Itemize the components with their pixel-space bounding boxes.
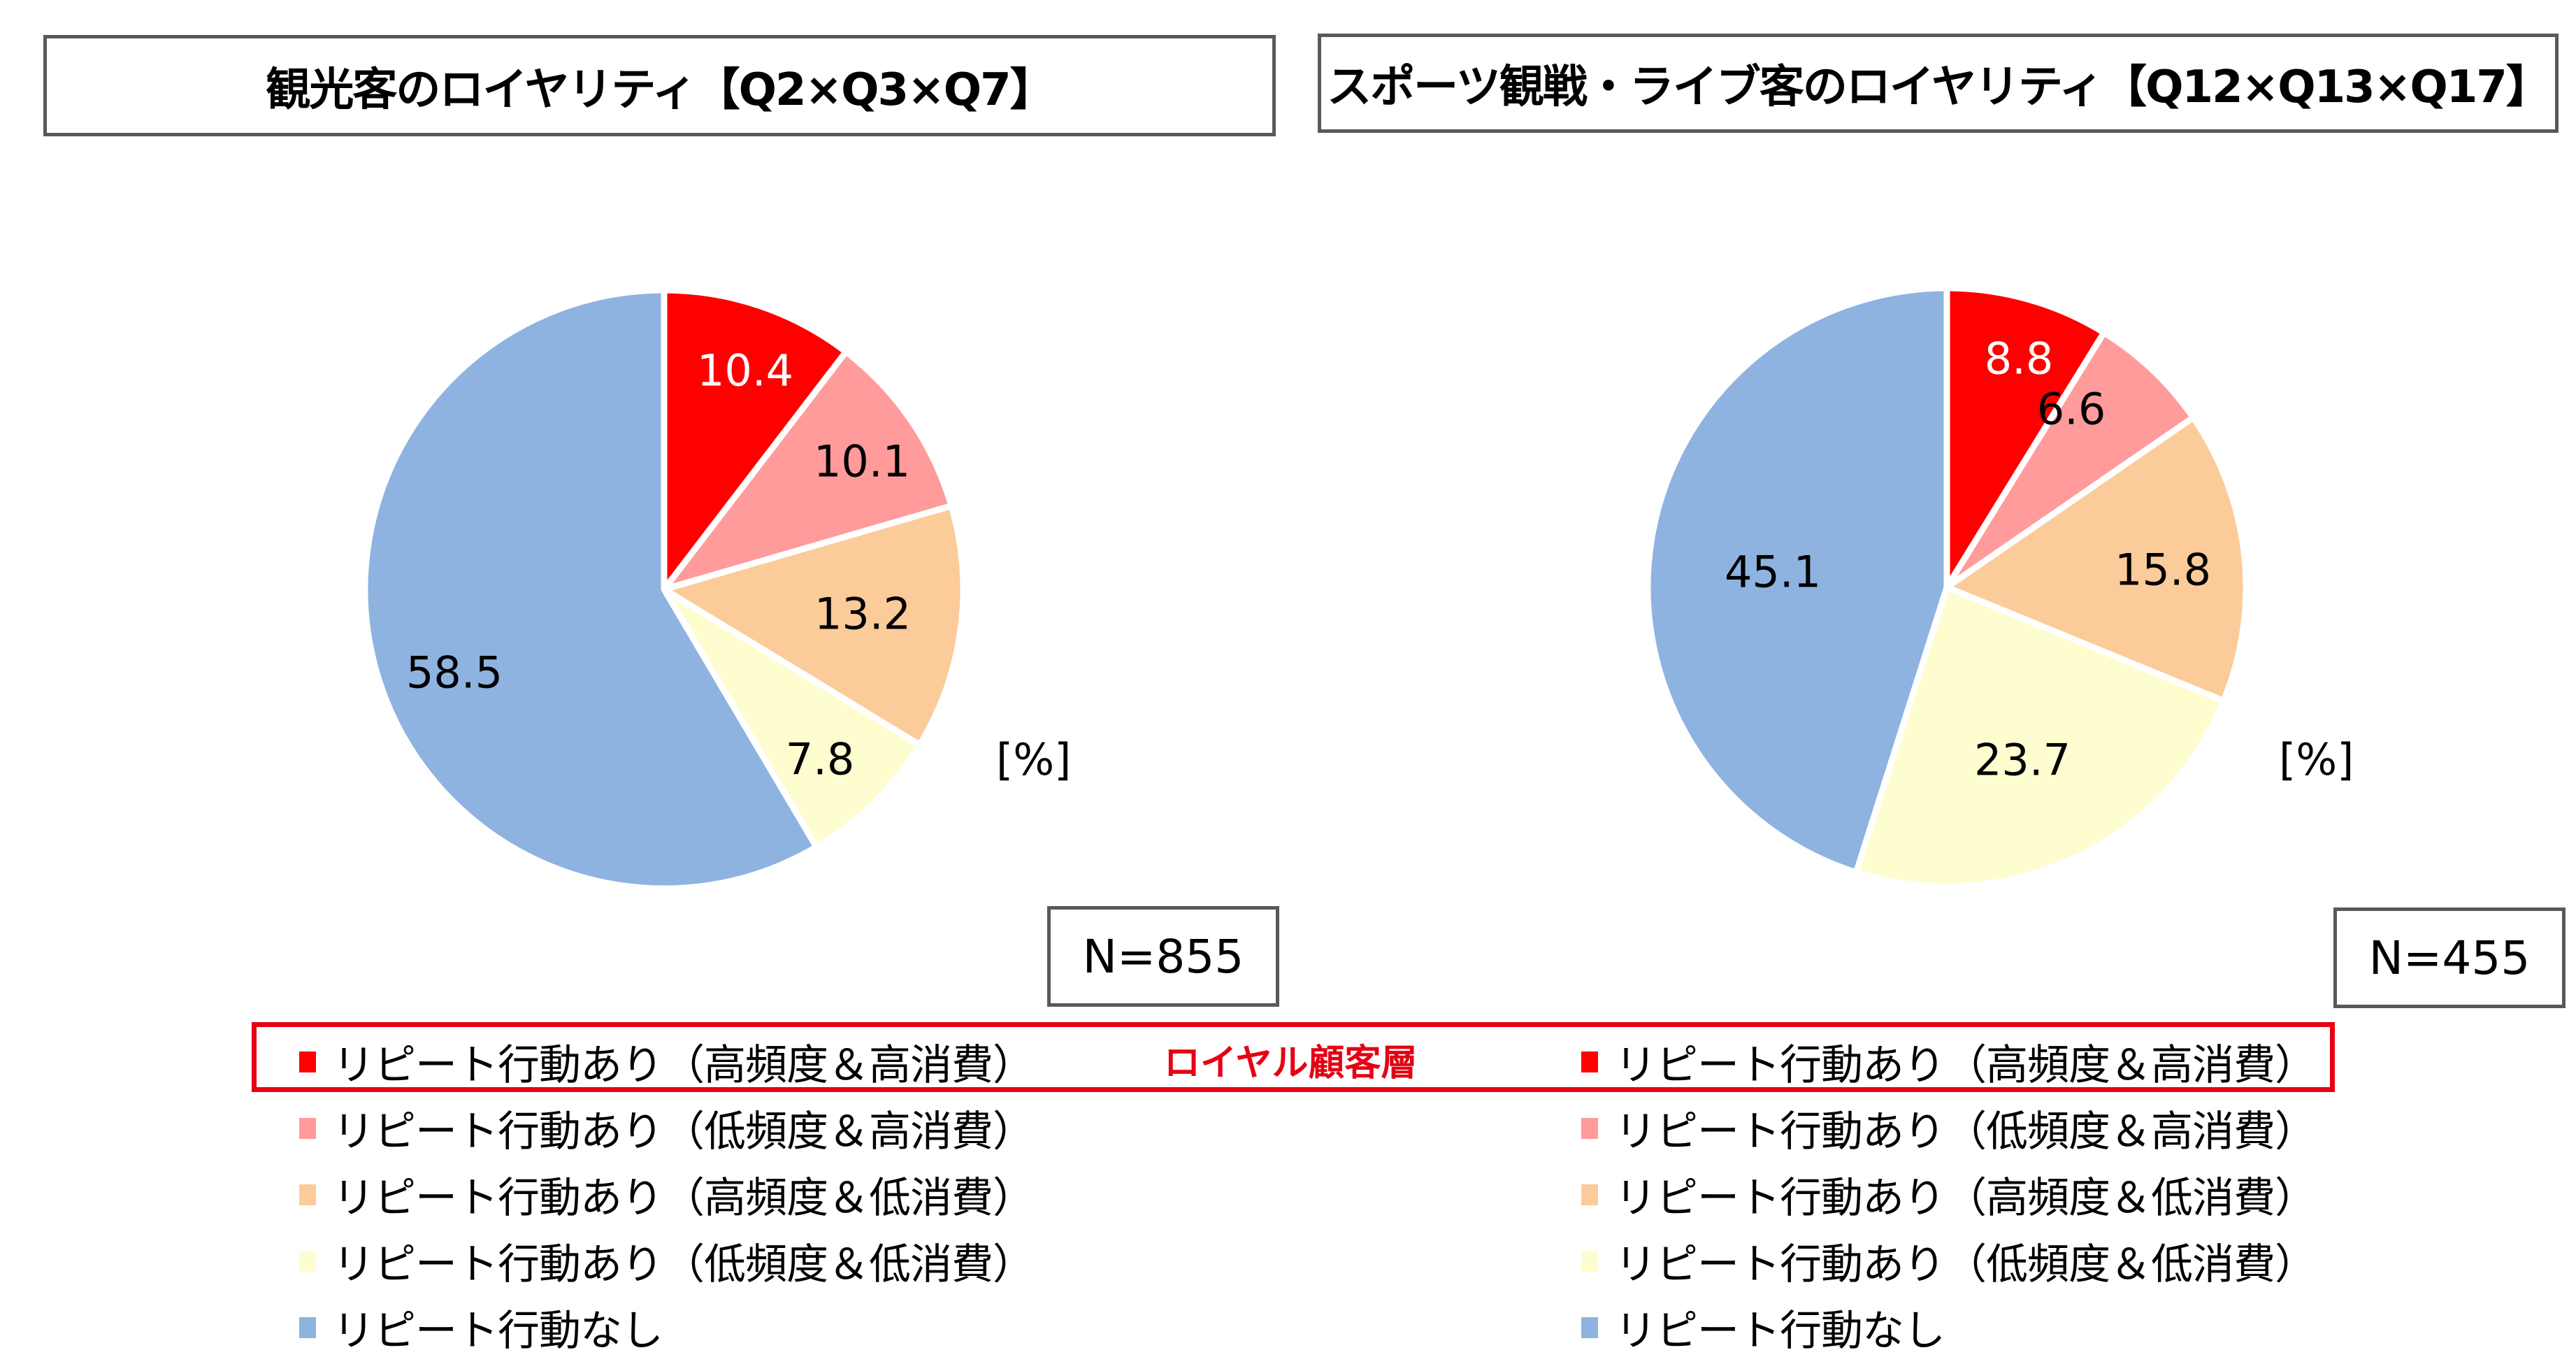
sample-size-text: N=855: [1082, 929, 1244, 984]
legend-swatch-icon: [299, 1250, 316, 1272]
slice-label: 7.8: [785, 733, 855, 785]
chart-title-text: 観光客のロイヤリティ【Q2×Q3×Q7】: [266, 64, 1054, 116]
slice-label: 15.8: [2114, 544, 2212, 596]
pie-slice: [661, 287, 849, 593]
legend-item: リピート行動あり（低頻度＆低消費）: [1581, 1230, 2317, 1291]
legend-label: リピート行動あり（高頻度＆低消費）: [1615, 1174, 2317, 1223]
unit-label: [%]: [2279, 734, 2354, 785]
pie-slice: [1943, 285, 2108, 591]
loyal-segment-label: ロイヤル顧客層: [1164, 1042, 1418, 1084]
pie-slice: [361, 287, 820, 892]
pie-chart-sports-live: [1644, 285, 2250, 890]
slice-label: 58.5: [405, 647, 503, 698]
legend-item: リピート行動あり（低頻度＆低消費）: [299, 1230, 1035, 1291]
legend-label: リピート行動あり（高頻度＆高消費）: [333, 1041, 1035, 1090]
legend-swatch-icon: [299, 1184, 316, 1205]
legend-swatch-icon: [1581, 1117, 1598, 1139]
legend-item: リピート行動あり（低頻度＆高消費）: [299, 1098, 1035, 1158]
sample-size-text: N=455: [2368, 931, 2531, 985]
loyal-segment-highlight: [252, 1022, 2335, 1092]
legend-swatch-icon: [299, 1316, 316, 1338]
legend-label: リピート行動なし: [1615, 1307, 1945, 1356]
legend-swatch-icon: [299, 1051, 316, 1072]
pie-slice: [1852, 584, 2227, 890]
legend-label: リピート行動あり（高頻度＆高消費）: [1615, 1041, 2317, 1090]
slice-label: 13.2: [814, 588, 912, 640]
slice-label: 45.1: [1724, 546, 1822, 598]
chart-title-text: スポーツ観戦・ライブ客のロイヤリティ【Q12×Q13×Q17】: [1327, 62, 2551, 113]
legend-swatch-icon: [1581, 1051, 1598, 1072]
sample-size-box-tourists: N=855: [1047, 906, 1279, 1007]
legend-label: リピート行動あり（低頻度＆高消費）: [333, 1107, 1035, 1156]
legend-item: リピート行動あり（高頻度＆低消費）: [299, 1164, 1035, 1225]
legend-item: リピート行動あり（高頻度＆高消費）: [1581, 1031, 2317, 1092]
slice-label: 10.4: [696, 345, 794, 396]
pie-slice: [1943, 329, 2196, 591]
chart-title-sports-live: スポーツ観戦・ライブ客のロイヤリティ【Q12×Q13×Q17】: [1318, 34, 2559, 133]
slice-label: 6.6: [2036, 383, 2106, 435]
legend-swatch-icon: [299, 1117, 316, 1139]
legend-item: リピート行動あり（低頻度＆高消費）: [1581, 1098, 2317, 1158]
legend-swatch-icon: [1581, 1316, 1598, 1338]
legend-label: リピート行動あり（高頻度＆低消費）: [333, 1174, 1035, 1223]
legend-label: リピート行動あり（低頻度＆低消費）: [333, 1240, 1035, 1289]
pie-slice: [1943, 414, 2250, 705]
pie-chart-tourists: [361, 287, 967, 892]
legend-item: リピート行動なし: [299, 1297, 663, 1358]
legend-item: リピート行動あり（高頻度＆低消費）: [1581, 1164, 2317, 1225]
legend-label: リピート行動なし: [333, 1307, 663, 1356]
pie-slice: [661, 586, 923, 850]
slice-label: 23.7: [1973, 734, 2071, 786]
slice-label: 10.1: [813, 436, 911, 487]
legend-item: リピート行動あり（高頻度＆高消費）: [299, 1031, 1035, 1092]
pie-slice: [661, 503, 967, 748]
legend-swatch-icon: [1581, 1250, 1598, 1272]
legend-item: リピート行動なし: [1581, 1297, 1945, 1358]
legend-label: リピート行動あり（低頻度＆高消費）: [1615, 1107, 2317, 1156]
chart-title-tourists: 観光客のロイヤリティ【Q2×Q3×Q7】: [43, 35, 1276, 136]
unit-label: [%]: [996, 734, 1072, 785]
legend-label: リピート行動あり（低頻度＆低消費）: [1615, 1240, 2317, 1289]
pie-slice: [661, 348, 955, 593]
legend-swatch-icon: [1581, 1184, 1598, 1205]
slice-label: 8.8: [1984, 333, 2054, 385]
sample-size-box-sports-live: N=455: [2333, 907, 2566, 1008]
pie-slice: [1644, 285, 1950, 876]
